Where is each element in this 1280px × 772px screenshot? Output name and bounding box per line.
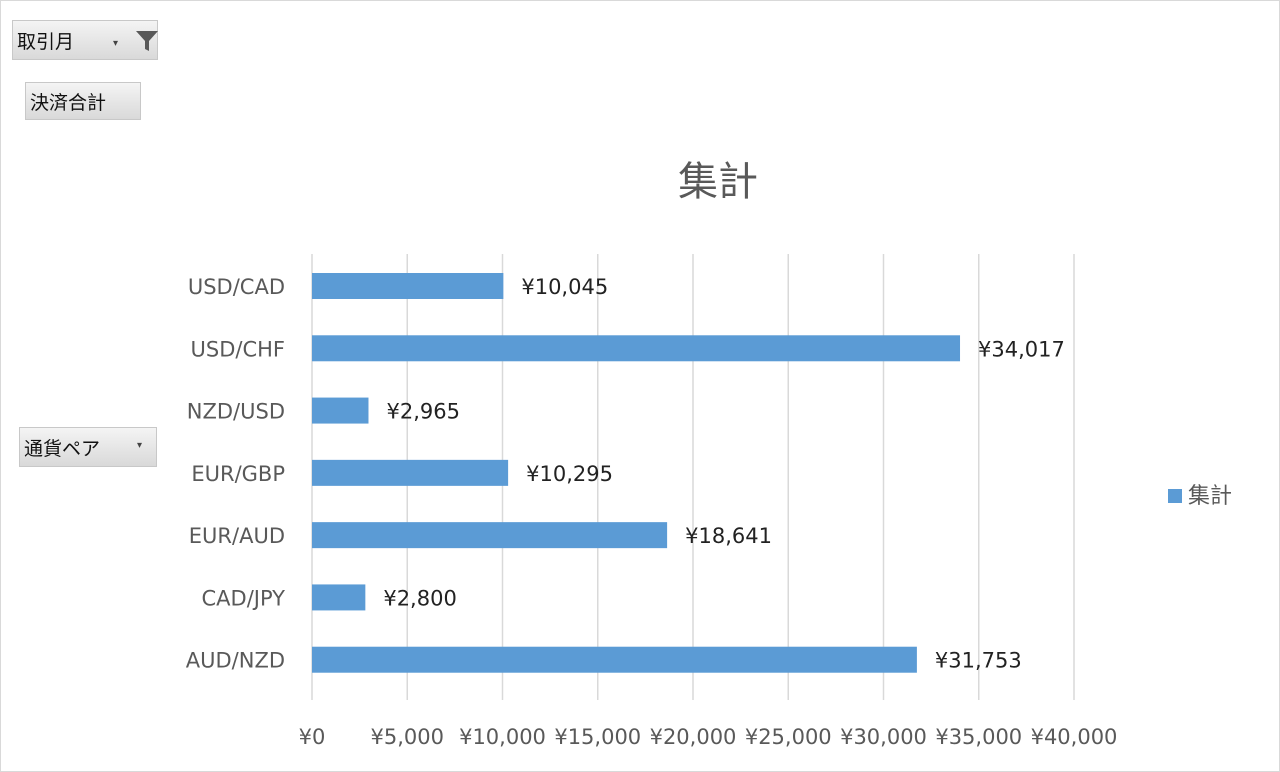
y-tick-label: USD/CHF bbox=[191, 337, 285, 361]
chart-title: 集計 bbox=[678, 159, 758, 205]
bar bbox=[312, 397, 369, 424]
y-tick-label: EUR/AUD bbox=[189, 524, 285, 548]
x-tick-label: ¥0 bbox=[299, 725, 326, 749]
filter-icon[interactable] bbox=[133, 27, 161, 55]
value-field-label: 決済合計 bbox=[30, 91, 107, 114]
bar bbox=[312, 522, 668, 549]
legend-swatch bbox=[1168, 489, 1182, 503]
legend-label: 集計 bbox=[1188, 484, 1232, 509]
x-tick-label: ¥10,000 bbox=[459, 725, 546, 749]
x-tick-label: ¥35,000 bbox=[935, 725, 1022, 749]
bar bbox=[312, 646, 917, 673]
x-tick-label: ¥15,000 bbox=[554, 725, 641, 749]
bar bbox=[312, 584, 366, 611]
y-tick-label: CAD/JPY bbox=[202, 586, 286, 610]
x-tick-label: ¥5,000 bbox=[371, 725, 444, 749]
y-tick-label: EUR/GBP bbox=[191, 462, 285, 486]
data-label: ¥2,965 bbox=[386, 400, 459, 424]
y-tick-label: NZD/USD bbox=[187, 400, 285, 424]
data-label: ¥10,295 bbox=[526, 462, 613, 486]
x-tick-label: ¥30,000 bbox=[840, 725, 927, 749]
value-field-button[interactable]: 決済合計 bbox=[25, 82, 141, 120]
y-tick-label: USD/CAD bbox=[188, 275, 285, 299]
data-label: ¥34,017 bbox=[978, 337, 1065, 361]
data-label: ¥2,800 bbox=[383, 586, 456, 610]
month-filter-label: 取引月 bbox=[17, 30, 75, 53]
bar bbox=[312, 273, 504, 299]
data-label: ¥31,753 bbox=[935, 649, 1022, 673]
y-tick-label: AUD/NZD bbox=[186, 649, 285, 673]
bar bbox=[312, 459, 509, 486]
x-tick-label: ¥20,000 bbox=[650, 725, 737, 749]
x-tick-label: ¥40,000 bbox=[1031, 725, 1118, 749]
dropdown-arrow-icon: ▾ bbox=[137, 440, 143, 451]
bar bbox=[312, 335, 961, 362]
category-field-button[interactable]: 通貨ペア ▾ bbox=[19, 427, 157, 467]
category-field-label: 通貨ペア bbox=[24, 437, 101, 460]
month-filter-button[interactable]: 取引月 ▾ bbox=[12, 20, 158, 60]
data-label: ¥10,045 bbox=[521, 275, 608, 299]
data-label: ¥18,641 bbox=[685, 524, 772, 548]
x-tick-label: ¥25,000 bbox=[745, 725, 832, 749]
dropdown-arrow-icon: ▾ bbox=[113, 38, 119, 49]
